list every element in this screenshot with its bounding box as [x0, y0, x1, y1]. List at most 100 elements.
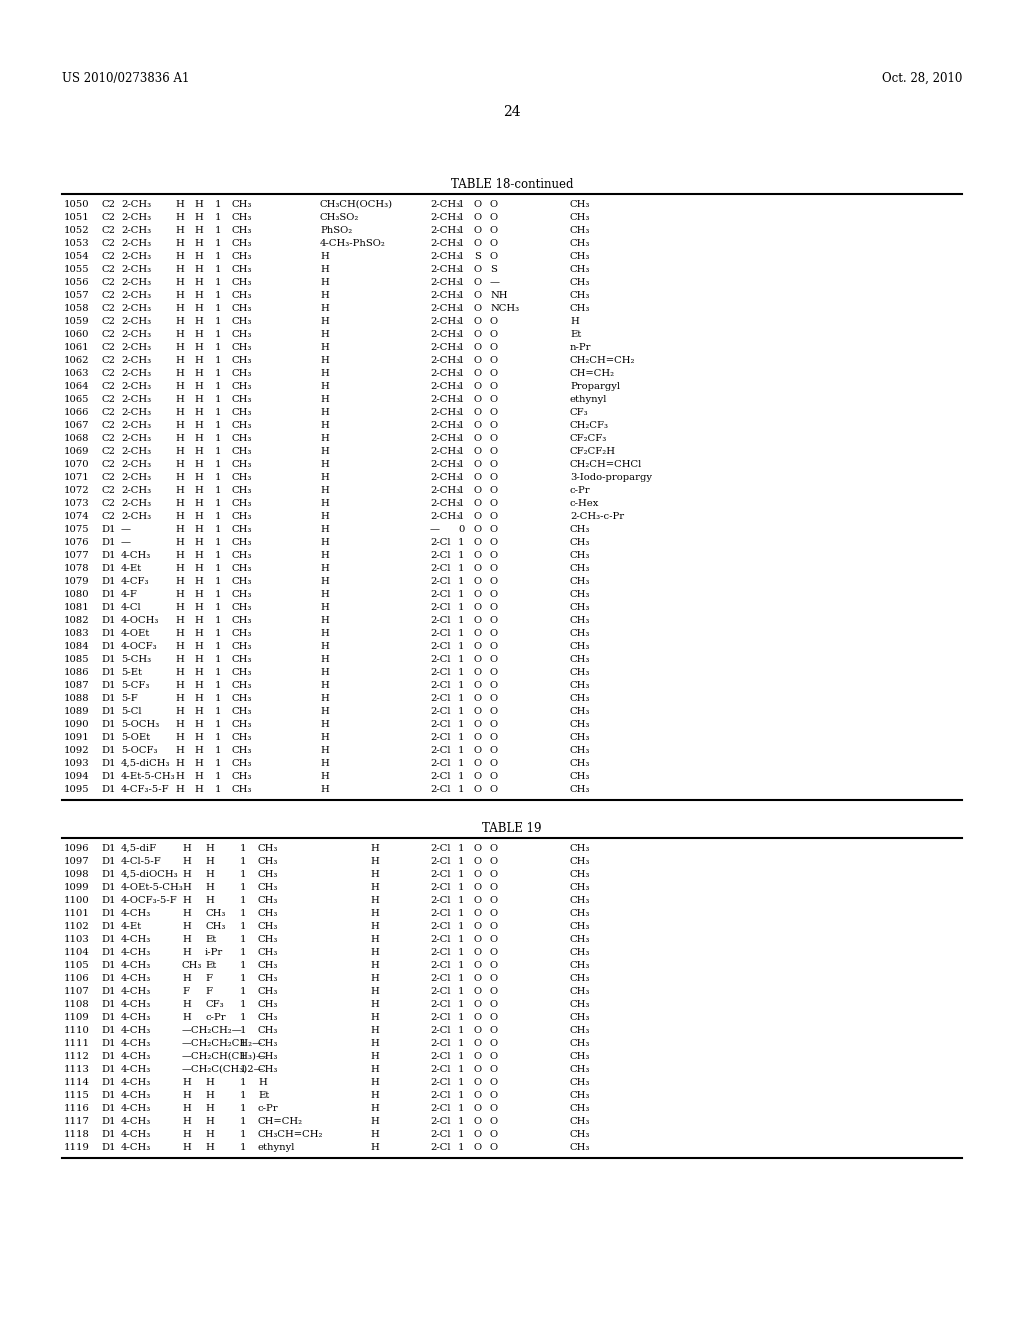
Text: O: O	[490, 512, 498, 521]
Text: 1: 1	[458, 1065, 465, 1074]
Text: CH₃: CH₃	[258, 948, 279, 957]
Text: O: O	[474, 694, 482, 704]
Text: H: H	[194, 694, 203, 704]
Text: c-Hex: c-Hex	[570, 499, 599, 508]
Text: O: O	[474, 473, 482, 482]
Text: CH₃: CH₃	[231, 343, 251, 352]
Text: 1: 1	[458, 447, 465, 455]
Text: O: O	[474, 974, 482, 983]
Text: O: O	[490, 1104, 498, 1113]
Text: H: H	[175, 564, 183, 573]
Text: CH₃: CH₃	[231, 201, 251, 209]
Text: CF₂CF₂H: CF₂CF₂H	[570, 447, 616, 455]
Text: O: O	[474, 564, 482, 573]
Text: 2-CH₃: 2-CH₃	[430, 304, 460, 313]
Text: CH₃: CH₃	[570, 896, 591, 906]
Text: 2-CH₃: 2-CH₃	[121, 486, 152, 495]
Text: H: H	[205, 1104, 214, 1113]
Text: C2: C2	[101, 279, 115, 286]
Text: H: H	[175, 603, 183, 612]
Text: O: O	[490, 948, 498, 957]
Text: 3-Iodo-propargy: 3-Iodo-propargy	[570, 473, 652, 482]
Text: H: H	[182, 1143, 190, 1152]
Text: CH₃: CH₃	[570, 525, 591, 535]
Text: 1: 1	[240, 1143, 247, 1152]
Text: H: H	[182, 1078, 190, 1086]
Text: Propargyl: Propargyl	[570, 381, 620, 391]
Text: 2-Cl: 2-Cl	[430, 870, 451, 879]
Text: H: H	[182, 921, 190, 931]
Text: O: O	[474, 590, 482, 599]
Text: D1: D1	[101, 694, 116, 704]
Text: H: H	[319, 708, 329, 715]
Text: H: H	[205, 857, 214, 866]
Text: H: H	[175, 616, 183, 624]
Text: H: H	[175, 381, 183, 391]
Text: D1: D1	[101, 1026, 116, 1035]
Text: 4-CF₃: 4-CF₃	[121, 577, 150, 586]
Text: 1: 1	[240, 921, 247, 931]
Text: H: H	[319, 746, 329, 755]
Text: TABLE 19: TABLE 19	[482, 822, 542, 836]
Text: H: H	[194, 512, 203, 521]
Text: 1115: 1115	[63, 1092, 90, 1100]
Text: O: O	[474, 459, 482, 469]
Text: CH₃: CH₃	[258, 857, 279, 866]
Text: 2-Cl: 2-Cl	[430, 1052, 451, 1061]
Text: 1: 1	[458, 213, 465, 222]
Text: 1: 1	[215, 356, 221, 366]
Text: 1097: 1097	[63, 857, 90, 866]
Text: CH₃: CH₃	[570, 961, 591, 970]
Text: Et: Et	[205, 961, 216, 970]
Text: CH₃: CH₃	[205, 921, 225, 931]
Text: 1106: 1106	[63, 974, 90, 983]
Text: C2: C2	[101, 317, 115, 326]
Text: O: O	[474, 550, 482, 560]
Text: 1064: 1064	[63, 381, 90, 391]
Text: H: H	[194, 279, 203, 286]
Text: H: H	[194, 616, 203, 624]
Text: H: H	[194, 719, 203, 729]
Text: H: H	[175, 343, 183, 352]
Text: 1075: 1075	[63, 525, 90, 535]
Text: 1: 1	[240, 843, 247, 853]
Text: H: H	[194, 525, 203, 535]
Text: O: O	[474, 909, 482, 917]
Text: 2-Cl: 2-Cl	[430, 772, 451, 781]
Text: O: O	[474, 499, 482, 508]
Text: H: H	[319, 539, 329, 546]
Text: CH₃: CH₃	[231, 746, 251, 755]
Text: CH₃: CH₃	[231, 290, 251, 300]
Text: H: H	[194, 213, 203, 222]
Text: 4-CH₃-PhSO₂: 4-CH₃-PhSO₂	[319, 239, 386, 248]
Text: 1: 1	[215, 330, 221, 339]
Text: O: O	[490, 603, 498, 612]
Text: H: H	[194, 603, 203, 612]
Text: 5-F: 5-F	[121, 694, 138, 704]
Text: CH₃: CH₃	[570, 708, 591, 715]
Text: 4-Et: 4-Et	[121, 921, 142, 931]
Text: CH₃: CH₃	[231, 708, 251, 715]
Text: O: O	[474, 279, 482, 286]
Text: O: O	[474, 681, 482, 690]
Text: 1: 1	[458, 434, 465, 444]
Text: 1: 1	[458, 486, 465, 495]
Text: 2-CH₃: 2-CH₃	[121, 317, 152, 326]
Text: 1: 1	[240, 987, 247, 997]
Text: D1: D1	[101, 539, 116, 546]
Text: O: O	[490, 213, 498, 222]
Text: 1: 1	[215, 408, 221, 417]
Text: O: O	[474, 201, 482, 209]
Text: O: O	[474, 330, 482, 339]
Text: S: S	[490, 265, 497, 275]
Text: H: H	[319, 525, 329, 535]
Text: 1: 1	[240, 974, 247, 983]
Text: D1: D1	[101, 1143, 116, 1152]
Text: —CH₂CH₂CH₂—: —CH₂CH₂CH₂—	[182, 1039, 263, 1048]
Text: 4-CH₃: 4-CH₃	[121, 1065, 152, 1074]
Text: 1067: 1067	[63, 421, 89, 430]
Text: 1: 1	[240, 1104, 247, 1113]
Text: H: H	[194, 239, 203, 248]
Text: O: O	[474, 434, 482, 444]
Text: 2-Cl: 2-Cl	[430, 1143, 451, 1152]
